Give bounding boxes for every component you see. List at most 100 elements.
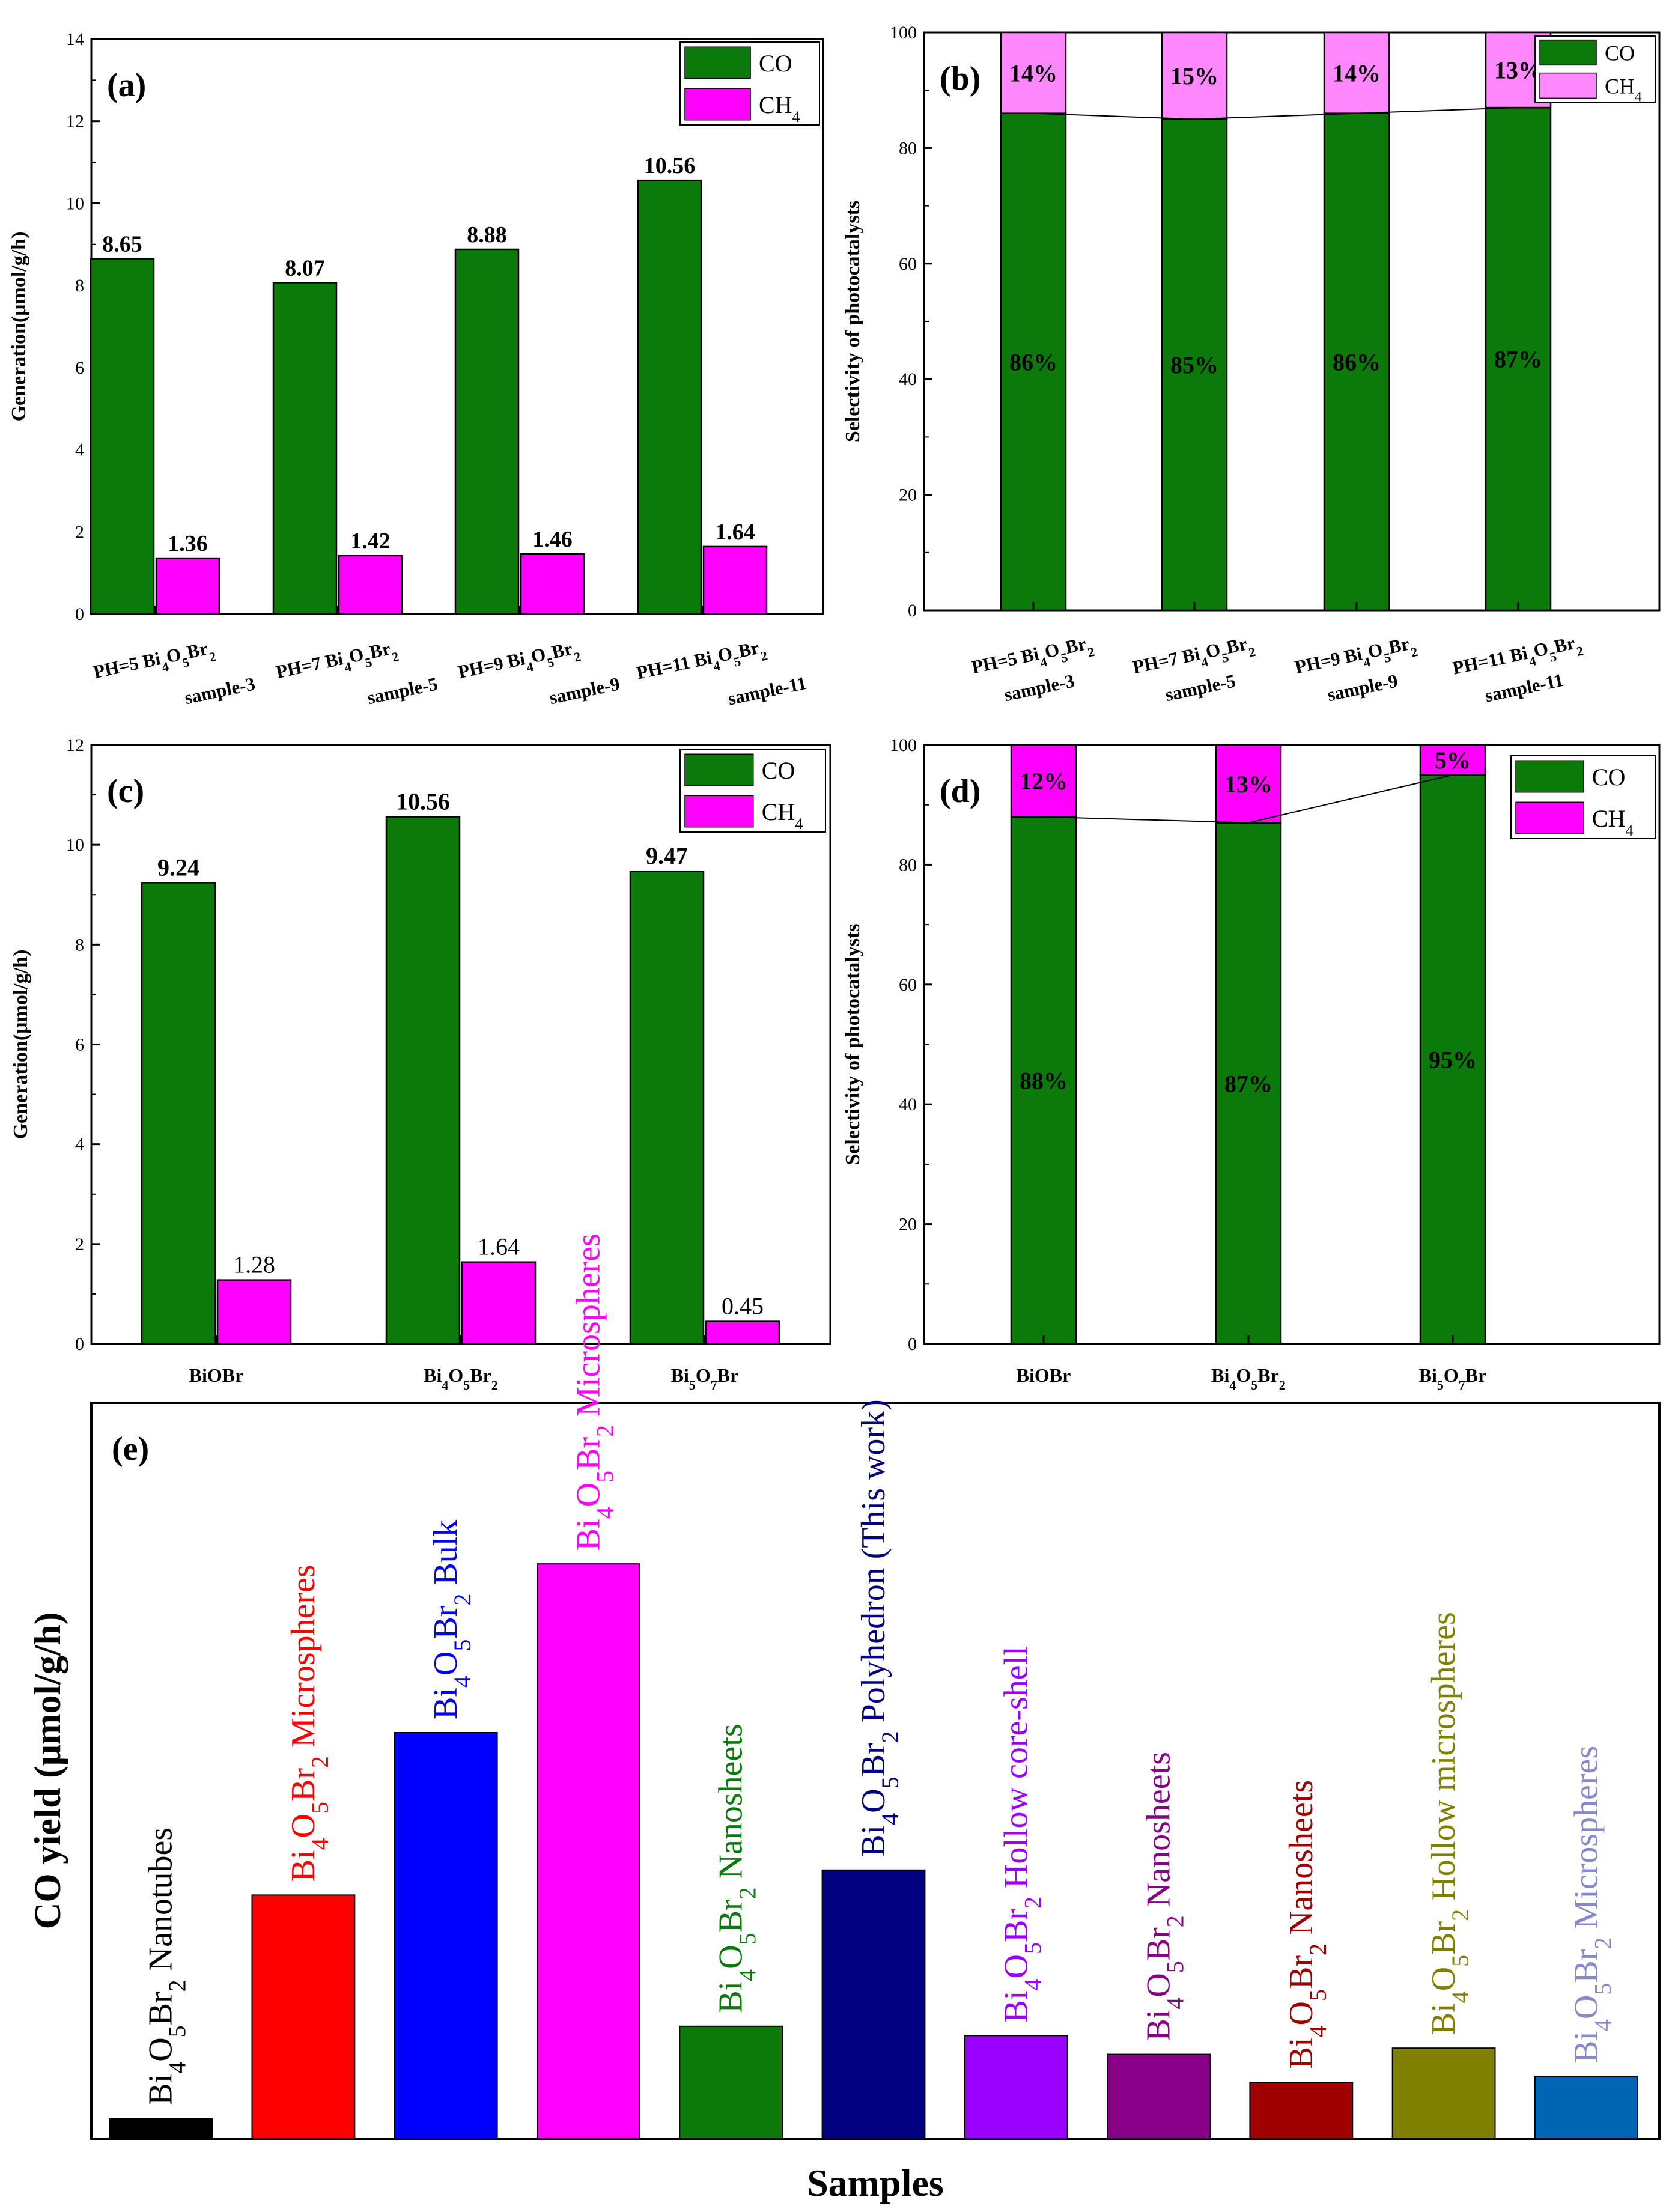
- bar-label-formula: Bi4O5Br2: [713, 1887, 761, 2013]
- data-label-co: 10.56: [396, 788, 450, 815]
- panel-label: (c): [107, 773, 144, 810]
- data-label-ch4: 14%: [1333, 59, 1381, 87]
- bar-co: [1215, 822, 1282, 1345]
- bar-label: Bi4O5Br2 Nanosheets: [1140, 1752, 1189, 2041]
- x-tick-label: PH=11 Bi4O5Br2: [1450, 631, 1584, 685]
- y-axis-label: Selectivity of photocatalysts: [842, 923, 864, 1165]
- panel-c: 0 2 4 6 8 10 12 Generation(μmol/g/h) (c) 9.24 10.5…: [10, 735, 831, 1393]
- x-tick-label-2: sample-3: [1002, 670, 1077, 705]
- bar-label-desc: Polyhedron (This work): [855, 1399, 892, 1731]
- bar-label: Bi4O5Br2 Polyhedron (This work): [855, 1399, 904, 1857]
- bar-yield: [537, 1563, 640, 2139]
- panel-a: 0 2 4 6 8 10 12 14 Generation(μmol/g/h) (a) 8.65 8.…: [8, 29, 824, 709]
- bar-co: [1161, 118, 1228, 612]
- data-label-co: 95%: [1429, 1046, 1477, 1073]
- y-tick-label: 40: [899, 369, 917, 389]
- bar-label-desc: Hollow microspheres: [1425, 1612, 1462, 1909]
- bar-label: Bi4O5Br2 Microspheres: [1567, 1746, 1616, 2063]
- x-tick-label-2: sample-9: [1325, 670, 1400, 705]
- x-tick-label-2: sample-11: [726, 672, 808, 709]
- data-label-co: 8.88: [467, 222, 507, 248]
- data-label-ch4: 12%: [1020, 768, 1068, 795]
- data-label-co: 86%: [1333, 348, 1381, 375]
- y-tick-label: 0: [908, 1334, 917, 1354]
- bar-ch4: [155, 557, 220, 615]
- bar-co: [1323, 112, 1390, 612]
- y-axis-label: CO yield (μmol/g/h): [28, 1612, 68, 1930]
- y-tick-label: 100: [890, 735, 917, 755]
- bar-label: Bi4O5Br2 Microspheres: [285, 1564, 333, 1882]
- bar-label: Bi4O5Br2 Nanotubes: [142, 1828, 191, 2106]
- panel-b: 0 20 40 60 80 100 Selectivity of photocatalyst…: [842, 23, 1661, 706]
- bar-label-desc: Nanosheets: [1140, 1752, 1178, 1915]
- data-label-ch4: 13%: [1494, 57, 1542, 84]
- x-tick-label-2: sample-9: [547, 673, 622, 708]
- bar-ch4: [702, 545, 768, 615]
- x-tick-label: PH=7 Bi4O5Br2: [274, 636, 400, 688]
- bar-co: [629, 870, 705, 1345]
- y-tick-label: 12: [66, 735, 84, 755]
- bar-yield: [1534, 2076, 1638, 2139]
- legend-label-co: CO: [1605, 41, 1635, 65]
- x-tick-label: BiOBr: [1017, 1364, 1071, 1386]
- legend-swatch-ch4: [684, 795, 754, 828]
- bar-label-formula: Bi4O5Br2: [285, 1756, 333, 1882]
- bar-label-formula: Bi4O5Br2: [997, 1897, 1046, 2022]
- bar-label: Bi4O5Br2 Hollow microspheres: [1425, 1612, 1474, 2035]
- data-label-ch4: 14%: [1009, 59, 1057, 87]
- data-label-ch4: 1.46: [532, 527, 573, 552]
- bar-yield: [251, 1894, 356, 2139]
- bar-co: [385, 816, 461, 1345]
- x-tick-label-2: sample-3: [183, 673, 257, 708]
- panel-label: (e): [112, 1430, 149, 1468]
- bar-yield: [109, 2118, 213, 2139]
- bar-label-desc: Microspheres: [285, 1564, 322, 1756]
- legend-label-ch4: CH4: [1592, 805, 1634, 839]
- x-tick-label: PH=9 Bi4O5Br2: [456, 636, 582, 688]
- x-tick-label: Bi4O5Br2: [1211, 1364, 1286, 1393]
- bar-label-desc: Hollow core-shell: [997, 1646, 1035, 1897]
- x-tick-label: PH=9 Bi4O5Br2: [1293, 631, 1419, 684]
- y-tick-label: 8: [75, 935, 84, 955]
- legend-label-ch4: CH4: [762, 798, 803, 833]
- y-axis-label: Generation(μmol/g/h): [8, 232, 30, 422]
- legend-swatch-co: [1515, 760, 1584, 793]
- panel-e: (e) CO yield (μmol/g/h) Samples Bi4O5Br2 Na…: [28, 1233, 1661, 2204]
- legend-label-ch4: CH4: [759, 91, 800, 126]
- trend-line: [1033, 107, 1519, 120]
- bar-yield: [1107, 2053, 1211, 2140]
- data-label-ch4: 1.42: [350, 529, 391, 554]
- data-label-ch4: 1.36: [168, 531, 208, 556]
- panel-label: (b): [940, 60, 980, 97]
- data-label-ch4: 13%: [1224, 771, 1272, 798]
- bar-label: Bi4O5Br2 Nanosheets: [713, 1724, 761, 2013]
- y-tick-label: 2: [75, 1235, 84, 1254]
- x-tick-label: Bi4O5Br2: [424, 1364, 498, 1393]
- y-tick-label: 20: [899, 1215, 917, 1235]
- bar-label-formula: Bi4O5Br2: [570, 1425, 618, 1551]
- y-tick-label: 80: [899, 855, 917, 875]
- y-tick-label: 14: [66, 29, 84, 49]
- bar-label-desc: Nanosheets: [1283, 1780, 1320, 1943]
- y-tick-label: 20: [899, 485, 917, 505]
- y-tick-label: 4: [75, 440, 84, 460]
- panel-label: (a): [107, 67, 146, 104]
- bar-ch4: [1161, 31, 1228, 120]
- y-tick-label: 10: [66, 835, 84, 855]
- bar-label-formula: Bi4O5Br2: [1425, 1909, 1474, 2035]
- legend-swatch-ch4: [684, 88, 751, 121]
- bar-co: [637, 179, 702, 615]
- bar-ch4: [1010, 744, 1077, 818]
- bar-yield: [821, 1869, 926, 2140]
- data-label-co: 9.47: [646, 842, 688, 869]
- bar-co: [90, 258, 155, 615]
- bar-label-formula: Bi4O5Br2: [1140, 1915, 1189, 2041]
- y-axis-label: Generation(μmol/g/h): [10, 950, 32, 1140]
- y-tick-label: 6: [75, 358, 84, 378]
- bar-yield: [679, 2025, 783, 2140]
- data-label-co: 85%: [1170, 351, 1218, 378]
- y-tick-label: 10: [66, 193, 84, 213]
- data-label-co: 10.56: [644, 153, 696, 178]
- bar-label-desc: Bulk: [427, 1520, 464, 1594]
